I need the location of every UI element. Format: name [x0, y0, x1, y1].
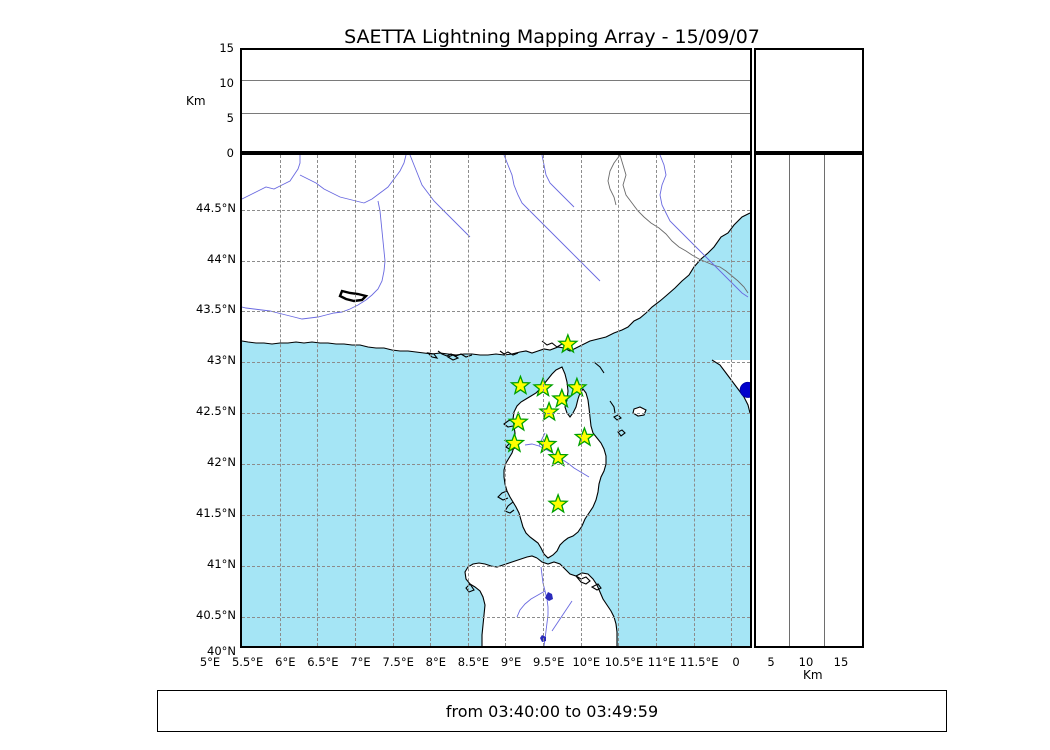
tick-alt-top-5: 5 [226, 111, 234, 125]
source-markers [739, 381, 750, 398]
tick-lon-11: 11°E [647, 655, 676, 669]
station-marker-4 [551, 387, 573, 409]
station-marker-11 [547, 492, 569, 514]
tick-lon-9.5: 9.5°E [533, 655, 565, 669]
tick-dist-15: 15 [833, 655, 849, 669]
gridline-lat-43.5 [242, 311, 750, 313]
station-marker-10 [547, 446, 569, 467]
tick-lon-8: 8°E [425, 655, 446, 669]
gridline-lat-42.5 [242, 413, 750, 415]
gridline-dist-5 [789, 155, 790, 646]
station-marker-9 [535, 433, 558, 454]
gridline-lon-11.5 [731, 155, 733, 646]
panel-altitude-vs-latitude[interactable] [754, 153, 864, 648]
gridline-alt-5 [242, 113, 750, 114]
tick-lon-10: 10°E [572, 655, 601, 669]
station-marker-2 [532, 376, 554, 398]
station-marker-3 [566, 376, 588, 398]
station-marker-7 [573, 426, 596, 447]
source-marker-0 [739, 381, 750, 398]
tick-lon-10.5: 10.5°E [604, 655, 644, 669]
axis-label-altitude: Km [186, 94, 206, 108]
tick-lon-9: 9°E [500, 655, 522, 669]
tick-dist-5: 5 [767, 655, 775, 669]
gridline-alt-10 [242, 80, 750, 81]
tick-lat-42: 42°N [207, 455, 236, 470]
gridline-lat-44.5 [242, 209, 750, 211]
gridline-lat-43 [242, 362, 750, 364]
time-window-text: from 03:40:00 to 03:49:59 [445, 701, 659, 721]
tick-lat-44.5: 44.5°N [196, 200, 236, 215]
time-window-box: from 03:40:00 to 03:49:59 [157, 690, 947, 732]
map-graphic [242, 155, 750, 646]
tick-lon-11.5: 11.5°E [679, 655, 719, 669]
gridline-lon-6 [317, 155, 319, 646]
tick-lat-40.5: 40.5°N [196, 607, 236, 622]
gridline-lat-41.5 [242, 515, 750, 516]
gridline-lon-8.5 [505, 155, 507, 646]
gridline-lat-44 [242, 260, 750, 262]
page-title: SAETTA Lightning Mapping Array - 15/09/0… [344, 26, 760, 48]
panel-altitude-vs-longitude[interactable] [240, 48, 752, 153]
tick-lon-6: 6°E [275, 655, 296, 669]
gridline-lat-41 [242, 565, 750, 567]
station-marker-0 [557, 332, 579, 354]
tick-lon-7: 7°E [350, 655, 371, 669]
tick-lon-5: 5°E [199, 655, 221, 669]
station-markers [503, 332, 596, 514]
gridline-lon-11 [693, 155, 695, 646]
station-marker-8 [503, 432, 526, 453]
gridline-lon-9.5 [580, 155, 582, 646]
tick-lon-5.5: 5.5°E [231, 655, 264, 669]
tick-lat-44: 44°N [207, 251, 236, 266]
tick-lat-42.5: 42.5°N [196, 404, 236, 419]
tick-lat-43.5: 43.5°N [196, 302, 236, 317]
tick-lat-41.5: 41.5°N [196, 506, 236, 520]
tick-lat-43: 43°N [207, 353, 236, 368]
tick-lat-40: 40°N [207, 643, 236, 658]
axis-label-distance: Km [803, 668, 823, 682]
tick-lon-6.5: 6.5°E [307, 655, 339, 669]
gridline-lon-7.5 [430, 155, 432, 646]
gridline-lon-10.5 [656, 155, 657, 646]
tick-alt-top-0: 0 [226, 146, 234, 160]
tick-alt-top-10: 10 [219, 76, 234, 90]
tick-lon-7.5: 7.5°E [382, 655, 414, 669]
gridline-lon-7 [392, 155, 394, 646]
gridline-lon-5.5 [279, 155, 281, 646]
panel-map-plan-view[interactable] [240, 153, 752, 648]
gridline-lon-9 [543, 155, 545, 646]
tick-dist-10: 10 [798, 655, 814, 669]
station-marker-5 [538, 400, 560, 422]
gridline-lat-40.5 [242, 616, 750, 618]
station-marker-1 [509, 374, 532, 396]
tick-alt-top-15: 15 [219, 41, 234, 55]
gridline-lon-8 [467, 155, 469, 646]
gridline-dist-10 [824, 155, 825, 646]
tick-lat-41: 41°N [207, 556, 236, 571]
station-marker-6 [507, 410, 530, 432]
tick-dist-0: 0 [732, 655, 740, 669]
gridline-lon-6.5 [354, 155, 356, 646]
gridline-lon-10 [618, 155, 620, 646]
panel-corner-empty[interactable] [754, 48, 864, 153]
tick-lon-8.5: 8.5°E [457, 655, 490, 669]
gridline-lat-42 [242, 464, 750, 466]
